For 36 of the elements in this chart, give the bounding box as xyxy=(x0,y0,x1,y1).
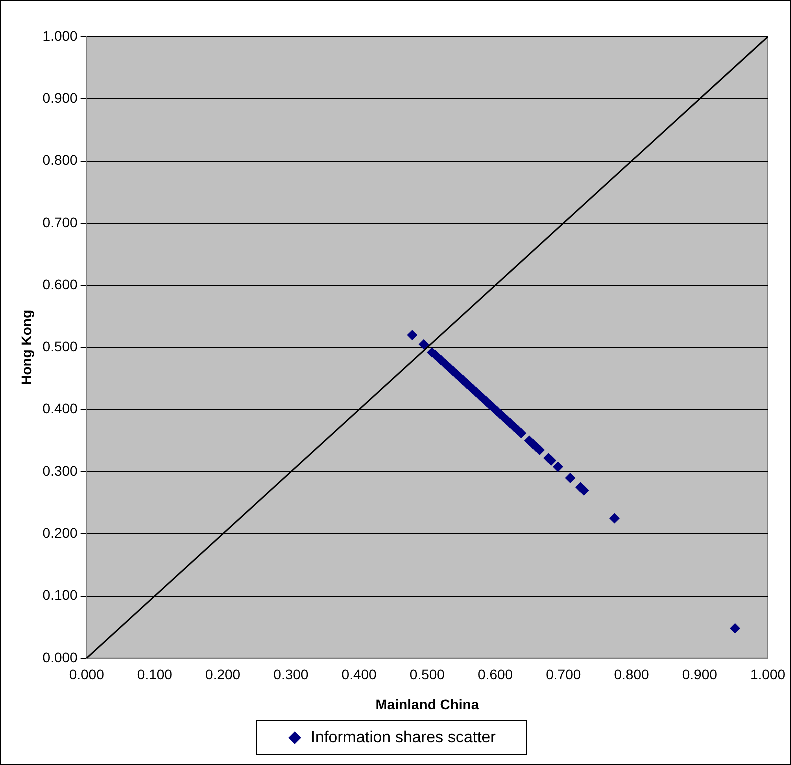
x-tick-label: 0.000 xyxy=(69,666,105,683)
y-tick-label: 0.900 xyxy=(42,90,78,106)
y-tick-label: 1.000 xyxy=(42,28,78,44)
x-tick-label: 0.900 xyxy=(682,666,718,683)
point xyxy=(579,486,590,496)
point xyxy=(419,340,430,350)
x-tick-label: 1.000 xyxy=(750,666,786,683)
point xyxy=(516,428,526,438)
y-tick-label: 0.500 xyxy=(42,338,78,355)
x-tick-label: 0.700 xyxy=(546,666,582,683)
y-axis-title: Hong Kong xyxy=(18,310,34,386)
y-tick-label: 0.800 xyxy=(42,152,78,168)
point xyxy=(436,355,446,366)
legend-label: Information shares scatter xyxy=(311,729,497,746)
x-tick-label: 0.500 xyxy=(410,666,446,683)
x-tick-label: 0.600 xyxy=(478,666,514,683)
x-tick-label: 0.200 xyxy=(206,666,241,683)
point xyxy=(553,462,564,472)
y-tick-label: 0.300 xyxy=(42,462,78,479)
point xyxy=(546,456,556,466)
point xyxy=(730,624,740,634)
point xyxy=(610,514,620,524)
point xyxy=(407,330,418,340)
y-tick-label: 0.100 xyxy=(42,587,78,604)
x-tick-label: 0.800 xyxy=(614,666,650,683)
y-tick-label: 0.600 xyxy=(42,276,78,292)
x-tick-label: 0.400 xyxy=(342,666,378,683)
x-axis-title: Mainland China xyxy=(376,696,480,712)
y-tick-label: 0.000 xyxy=(42,649,78,666)
x-tick-label: 0.100 xyxy=(137,666,173,683)
y-tick-label: 0.400 xyxy=(42,400,78,417)
point xyxy=(565,473,576,484)
point xyxy=(534,445,545,456)
y-tick-label: 0.200 xyxy=(42,524,78,541)
x-tick-label: 0.300 xyxy=(274,666,309,683)
y-tick-label: 0.700 xyxy=(42,214,78,230)
